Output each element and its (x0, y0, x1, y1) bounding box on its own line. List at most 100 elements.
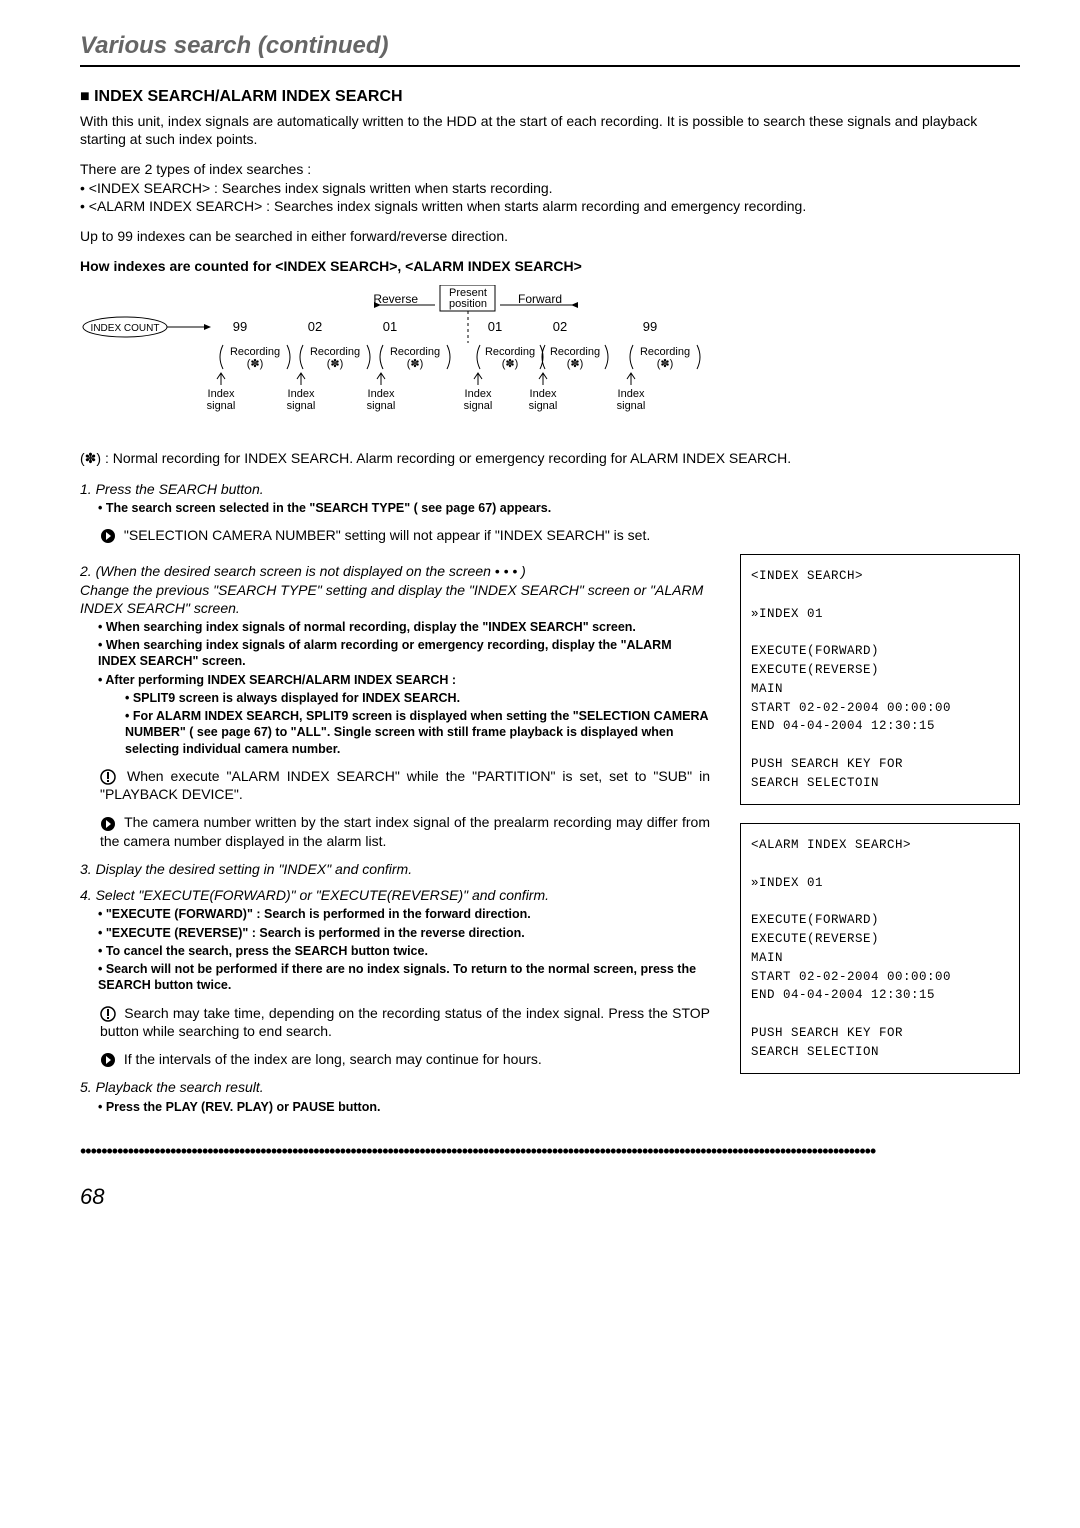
step-1-sub: • The search screen selected in the "SEA… (98, 500, 1020, 516)
type2: • <ALARM INDEX SEARCH> : Searches index … (80, 198, 806, 214)
step2-warn-text: When execute "ALARM INDEX SEARCH" while … (100, 768, 710, 802)
svg-text:Index: Index (208, 388, 235, 400)
osd1-l2: EXECUTE(FORWARD) (751, 642, 1009, 661)
right-column: <INDEX SEARCH> »INDEX 01 EXECUTE(FORWARD… (740, 554, 1020, 1114)
svg-text:Index: Index (368, 388, 395, 400)
s4a: • "EXECUTE (FORWARD)" : Search is perfor… (98, 906, 710, 922)
step4-warn-text: Search may take time, depending on the r… (100, 1005, 710, 1039)
index-diagram: Present position Reverse Forward INDEX C… (80, 285, 1020, 429)
step1-note-text: "SELECTION CAMERA NUMBER" setting will n… (124, 527, 650, 543)
svg-text:(✽): (✽) (247, 358, 264, 370)
star-footnote: (✽) : Normal recording for INDEX SEARCH.… (80, 449, 1020, 467)
svg-text:Index: Index (465, 388, 492, 400)
osd2-l5: START 02-02-2004 00:00:00 (751, 968, 1009, 987)
svg-text:02: 02 (553, 319, 567, 334)
s2c2: • When searching index signals of alarm … (98, 637, 710, 670)
svg-text:signal: signal (617, 400, 646, 412)
step4-note: If the intervals of the index are long, … (100, 1050, 710, 1068)
osd2-l4: MAIN (751, 949, 1009, 968)
step-4: 4. Select "EXECUTE(FORWARD)" or "EXECUTE… (80, 886, 710, 904)
s4b: • "EXECUTE (REVERSE)" : Search is perfor… (98, 925, 710, 941)
svg-text:Index: Index (288, 388, 315, 400)
page-header: Various search (continued) (80, 30, 1020, 67)
osd2-l1: »INDEX 01 (751, 874, 1009, 893)
osd1-l5: START 02-02-2004 00:00:00 (751, 699, 1009, 718)
upto-99: Up to 99 indexes can be searched in eith… (80, 227, 1020, 245)
s4d: • Search will not be performed if there … (98, 961, 710, 994)
svg-text:Forward: Forward (518, 292, 562, 306)
osd1-l4: MAIN (751, 680, 1009, 699)
svg-text:01: 01 (488, 319, 502, 334)
s2c3: • After performing INDEX SEARCH/ALARM IN… (98, 672, 710, 688)
svg-text:01: 01 (383, 319, 397, 334)
svg-text:99: 99 (233, 319, 247, 334)
svg-text:signal: signal (367, 400, 396, 412)
step-1: 1. Press the SEARCH button. (80, 480, 1020, 498)
svg-text:Index: Index (530, 388, 557, 400)
osd2-l3: EXECUTE(REVERSE) (751, 930, 1009, 949)
osd2-l7: PUSH SEARCH KEY FOR (751, 1024, 1009, 1043)
step-3: 3. Display the desired setting in "INDEX… (80, 860, 710, 878)
osd1-l1: »INDEX 01 (751, 605, 1009, 624)
osd1-l7: PUSH SEARCH KEY FOR (751, 755, 1009, 774)
svg-text:(✽): (✽) (502, 358, 519, 370)
svg-text:signal: signal (529, 400, 558, 412)
note-icon (100, 1052, 116, 1068)
step-2b: Change the previous "SEARCH TYPE" settin… (80, 581, 710, 617)
osd1-l3: EXECUTE(REVERSE) (751, 661, 1009, 680)
how-counted-title: How indexes are counted for <INDEX SEARC… (80, 257, 1020, 275)
svg-text:Recording: Recording (550, 346, 600, 358)
types-lead-text: There are 2 types of index searches : (80, 161, 311, 177)
svg-text:Recording: Recording (310, 346, 360, 358)
type1: • <INDEX SEARCH> : Searches index signal… (80, 180, 553, 196)
osd-index-search: <INDEX SEARCH> »INDEX 01 EXECUTE(FORWARD… (740, 554, 1020, 805)
left-column: 2. (When the desired search screen is no… (80, 554, 710, 1114)
step2-note2-text: The camera number written by the start i… (100, 814, 710, 848)
osd1-l6: END 04-04-2004 12:30:15 (751, 717, 1009, 736)
osd1-title: <INDEX SEARCH> (751, 567, 1009, 586)
osd2-l6: END 04-04-2004 12:30:15 (751, 986, 1009, 1005)
svg-text:02: 02 (308, 319, 322, 334)
svg-text:Index: Index (618, 388, 645, 400)
s2c3b: • For ALARM INDEX SEARCH, SPLIT9 screen … (125, 708, 710, 757)
step2-note2: The camera number written by the start i… (100, 813, 710, 849)
page-number: 68 (80, 1183, 1020, 1212)
osd2-l2: EXECUTE(FORWARD) (751, 911, 1009, 930)
intro-para: With this unit, index signals are automa… (80, 112, 1020, 148)
svg-text:(✽): (✽) (567, 358, 584, 370)
s2c3a: • SPLIT9 screen is always displayed for … (125, 690, 710, 706)
dot-separator: ••••••••••••••••••••••••••••••••••••••••… (80, 1140, 1020, 1163)
svg-text:Recording: Recording (230, 346, 280, 358)
svg-text:position: position (449, 298, 487, 310)
osd2-l8: SEARCH SELECTION (751, 1043, 1009, 1062)
svg-text:signal: signal (464, 400, 493, 412)
s5a: • Press the PLAY (REV. PLAY) or PAUSE bu… (98, 1099, 710, 1115)
osd2-title: <ALARM INDEX SEARCH> (751, 836, 1009, 855)
svg-text:99: 99 (643, 319, 657, 334)
step2-warn: When execute "ALARM INDEX SEARCH" while … (100, 767, 710, 803)
svg-text:(✽): (✽) (657, 358, 674, 370)
svg-text:signal: signal (287, 400, 316, 412)
index-count-label: INDEX COUNT (91, 323, 160, 334)
s2c1: • When searching index signals of normal… (98, 619, 710, 635)
svg-text:Recording: Recording (390, 346, 440, 358)
step4-note-text: If the intervals of the index are long, … (124, 1051, 542, 1067)
section-title: INDEX SEARCH/ALARM INDEX SEARCH (80, 87, 1020, 108)
svg-text:signal: signal (207, 400, 236, 412)
svg-text:(✽): (✽) (327, 358, 344, 370)
svg-text:(✽): (✽) (407, 358, 424, 370)
s4c: • To cancel the search, press the SEARCH… (98, 943, 710, 959)
step-1-note: "SELECTION CAMERA NUMBER" setting will n… (100, 526, 1020, 544)
svg-text:Reverse: Reverse (373, 292, 418, 306)
types-lead: There are 2 types of index searches : • … (80, 160, 1020, 215)
warning-icon (100, 1006, 116, 1022)
step4-warn: Search may take time, depending on the r… (100, 1004, 710, 1040)
osd-alarm-index-search: <ALARM INDEX SEARCH> »INDEX 01 EXECUTE(F… (740, 823, 1020, 1074)
note-icon (100, 816, 116, 832)
step-5: 5. Playback the search result. (80, 1078, 710, 1096)
warning-icon (100, 769, 116, 785)
step-2a: 2. (When the desired search screen is no… (80, 562, 710, 580)
svg-text:Recording: Recording (640, 346, 690, 358)
note-icon (100, 528, 116, 544)
osd1-l8: SEARCH SELECTOIN (751, 774, 1009, 793)
